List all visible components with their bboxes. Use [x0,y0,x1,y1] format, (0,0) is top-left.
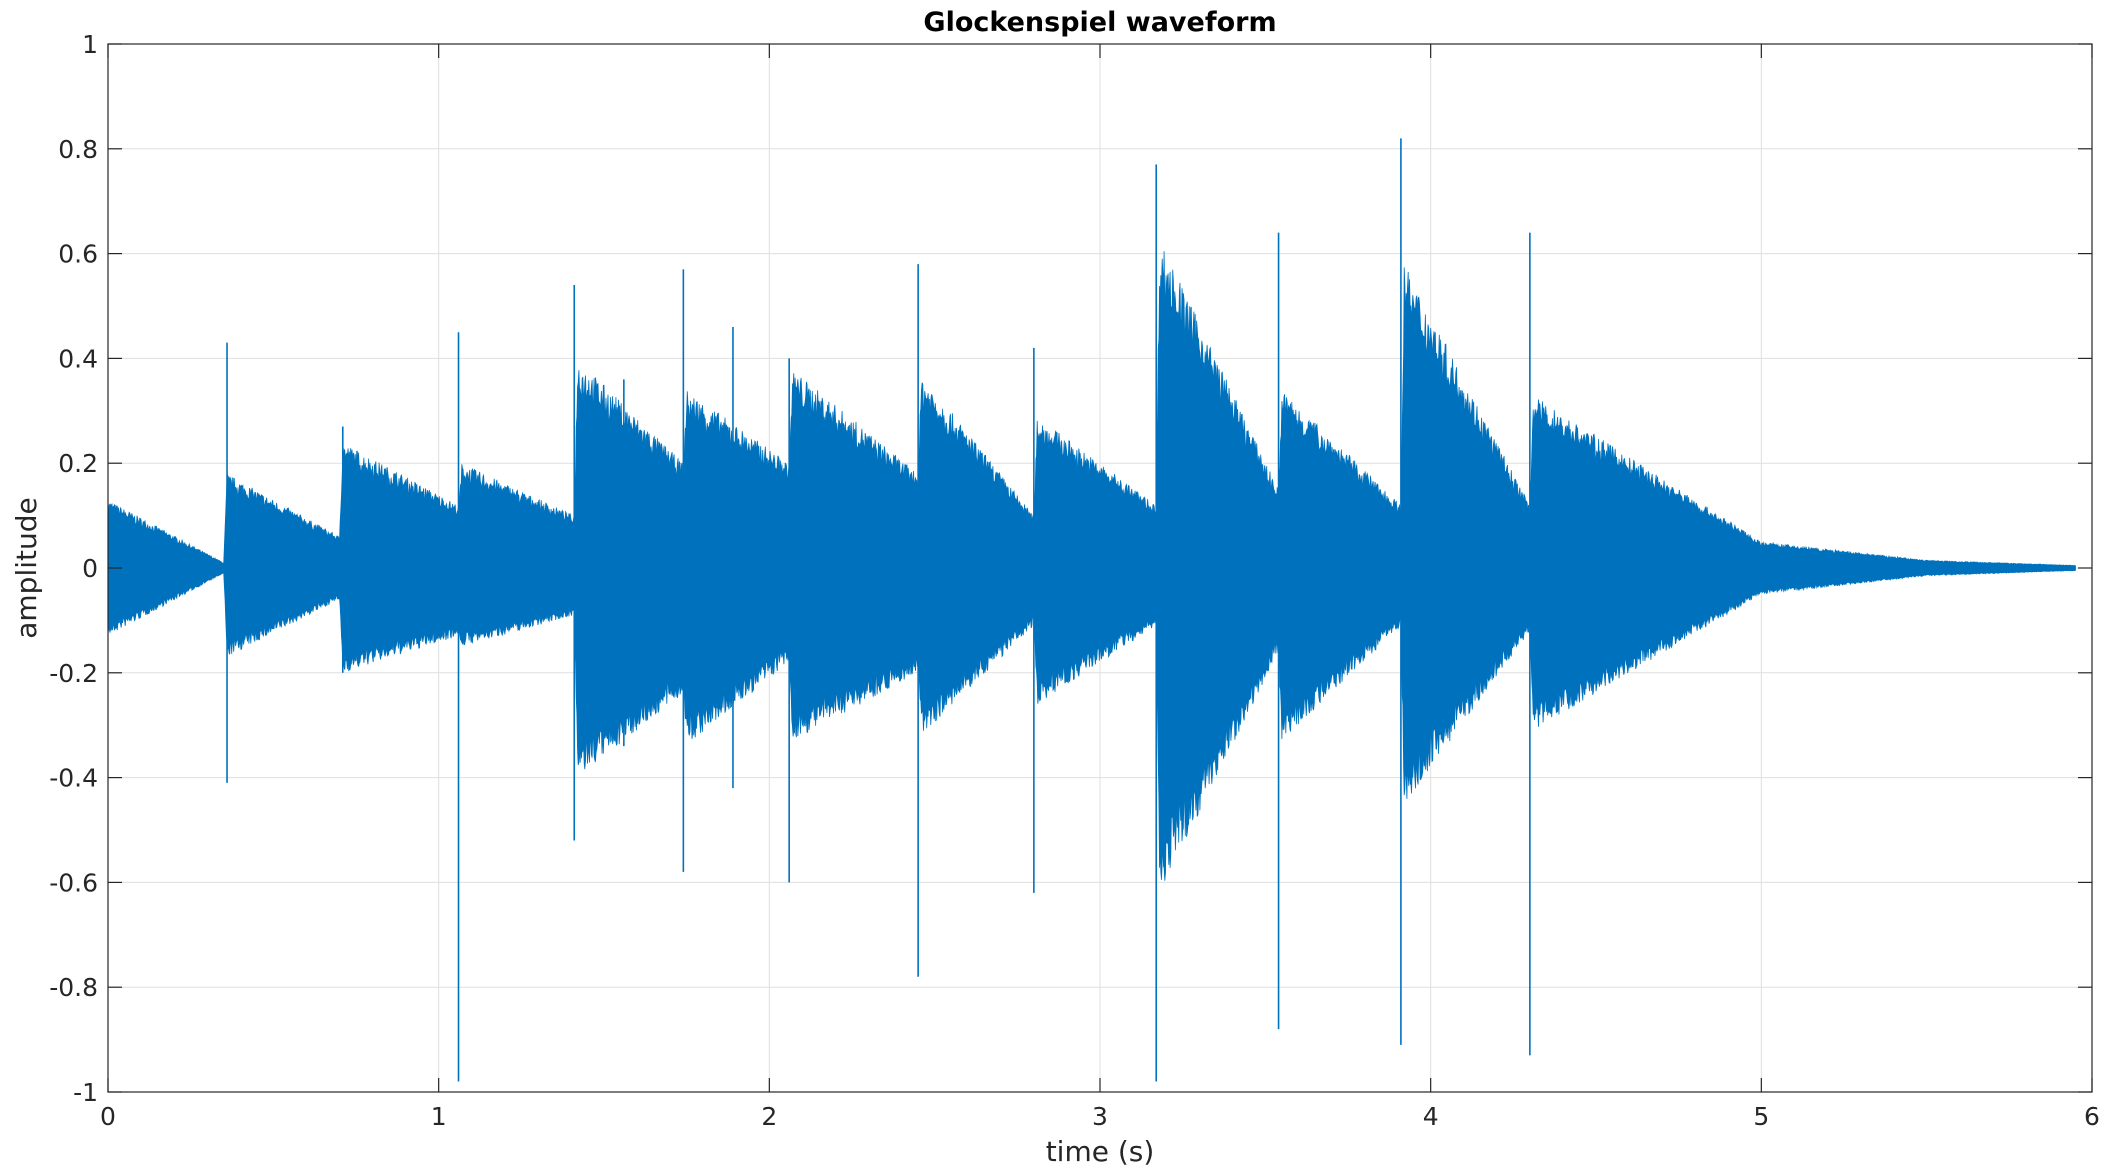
y-tick-label: 0 [82,554,98,583]
y-tick-label: -0.8 [49,973,98,1002]
y-tick-label: 0.4 [58,344,98,373]
x-tick-label: 0 [100,1102,116,1131]
x-axis-label: time (s) [1046,1135,1155,1168]
y-tick-label: 1 [82,30,98,59]
waveform-series [107,138,2076,1082]
x-tick-label: 6 [2084,1102,2100,1131]
y-tick-labels: 1 0.8 0.6 0.4 0.2 0 -0.2 -0.4 -0.6 -0.8 -1 [49,30,98,1107]
ticks [107,43,2093,1093]
x-tick-label: 2 [761,1102,777,1131]
y-tick-label: 0.2 [58,449,98,478]
waveform-envelope [107,251,2076,881]
x-tick-labels: 0 1 2 3 4 5 6 [100,1102,2100,1131]
x-tick-label: 3 [1092,1102,1108,1131]
y-tick-label: -0.4 [49,764,98,793]
x-tick-label: 5 [1753,1102,1769,1131]
y-axis-label: amplitude [10,497,43,639]
y-tick-label: -1 [73,1078,98,1107]
y-tick-label: 0.8 [58,135,98,164]
x-tick-label: 4 [1423,1102,1439,1131]
chart-title: Glockenspiel waveform [923,7,1276,38]
y-tick-label: 0.6 [58,240,98,269]
y-tick-label: -0.2 [49,659,98,688]
x-tick-label: 1 [431,1102,447,1131]
y-tick-label: -0.6 [49,868,98,897]
